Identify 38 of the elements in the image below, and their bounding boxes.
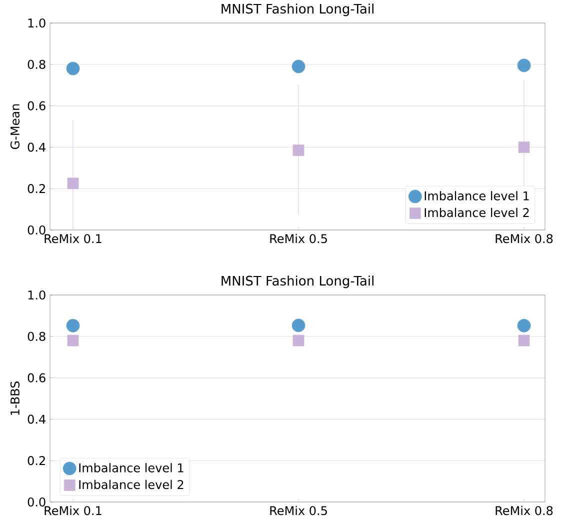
chart-title: MNIST Fashion Long-Tail: [222, 4, 374, 16]
x-tick-label: ReMix 0.5: [270, 506, 327, 516]
x-tick-label: ReMix 0.8: [496, 506, 553, 516]
legend-label: Imbalance level 1: [424, 191, 529, 200]
legend-label: Imbalance level 2: [424, 208, 529, 218]
y-tick-label: 0.8: [28, 60, 46, 69]
point: [292, 334, 304, 346]
legend-label: Imbalance level 1: [79, 463, 184, 472]
point: [66, 62, 80, 76]
point: [292, 60, 306, 74]
y-axis-title: G-Mean: [10, 104, 20, 149]
y-tick-label: 0.4: [28, 414, 46, 424]
x-tick-label: ReMix 0.5: [270, 234, 327, 244]
y-tick-label: 0.2: [28, 184, 45, 194]
y-tick-label: 0.2: [28, 456, 45, 466]
y-tick-label: 0.0: [28, 225, 46, 235]
point: [518, 141, 530, 153]
point: [66, 318, 80, 332]
x-tick-label: ReMix 0.1: [44, 234, 102, 244]
point: [517, 318, 531, 332]
point: [292, 318, 306, 332]
chart-title: MNIST Fashion Long-Tail: [222, 276, 374, 288]
point: [67, 334, 79, 346]
point: [67, 178, 79, 190]
y-tick-label: 1.0: [28, 18, 46, 28]
point: [518, 334, 530, 346]
y-tick-label: 0.0: [28, 497, 46, 507]
point: [517, 58, 531, 72]
x-tick-label: ReMix 0.8: [496, 234, 553, 244]
legend-label: Imbalance level 2: [79, 480, 184, 490]
point: [292, 144, 304, 156]
x-tick-label: ReMix 0.1: [44, 506, 102, 516]
y-tick-label: 0.6: [28, 101, 46, 110]
y-tick-label: 0.4: [28, 142, 46, 152]
y-tick-label: 1.0: [28, 290, 46, 300]
y-axis-title: 1-BBS: [10, 381, 20, 415]
y-tick-label: 0.8: [28, 332, 46, 341]
y-tick-label: 0.6: [28, 373, 46, 382]
